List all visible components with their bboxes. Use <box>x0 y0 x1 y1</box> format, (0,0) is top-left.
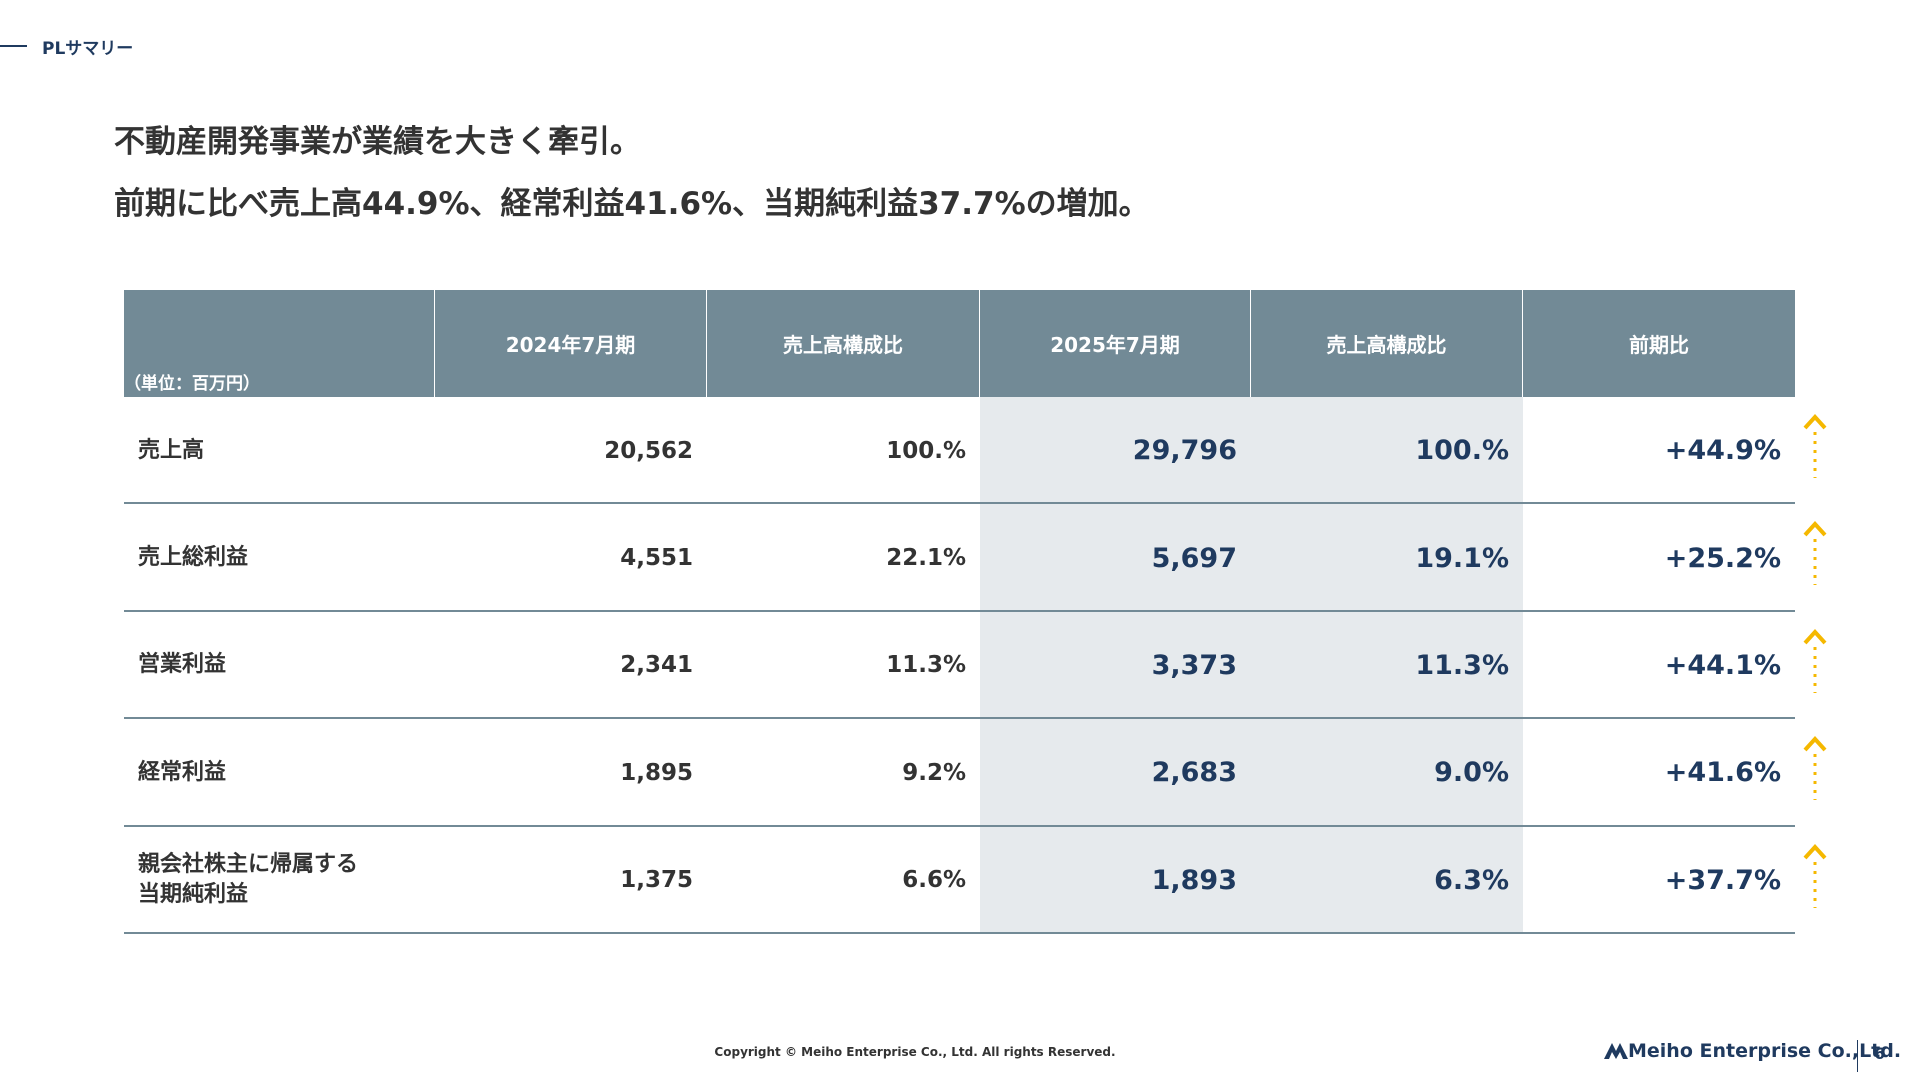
value-cell: 11.3% <box>1415 649 1509 681</box>
up-arrow <box>1803 736 1827 801</box>
company-logo: Meiho Enterprise Co.,Ltd. <box>1604 1040 1901 1062</box>
value-cell: 19.1% <box>1415 542 1509 574</box>
up-arrow <box>1803 628 1827 693</box>
row-label: 売上総利益 <box>138 545 249 571</box>
value-cell: 100.% <box>1415 435 1509 467</box>
row-label: 親会社株主に帰属する 当期純利益 <box>138 852 359 908</box>
unit-label: （単位：百万円） <box>124 373 260 394</box>
value-cell: 2,341 <box>620 652 693 679</box>
page-number: 6 <box>1874 1044 1886 1063</box>
value-cell: 6.3% <box>1434 864 1509 896</box>
value-cell: 4,551 <box>620 545 693 572</box>
change-value: +25.2% <box>1664 542 1781 574</box>
up-arrow <box>1803 521 1827 586</box>
headline: 不動産開発事業が業績を大きく牽引。 <box>114 124 641 160</box>
value-cell: 5,697 <box>1151 542 1237 574</box>
row-rule <box>124 717 1795 720</box>
value-cell: 9.2% <box>902 759 966 786</box>
highlight-column <box>980 397 1523 934</box>
value-cell: 11.3% <box>886 652 966 679</box>
header-cell: 売上高構成比 <box>1251 290 1522 397</box>
footer-divider <box>1857 1040 1858 1072</box>
change-value: +37.7% <box>1664 864 1781 896</box>
value-cell: 9.0% <box>1434 757 1509 789</box>
change-value: +44.1% <box>1664 649 1781 681</box>
copyright: Copyright © Meiho Enterprise Co., Ltd. A… <box>714 1045 1116 1059</box>
value-cell: 2,683 <box>1151 757 1237 789</box>
header-cell: 2024年7月期 <box>435 290 706 397</box>
value-cell: 6.6% <box>902 867 966 894</box>
header-cell: 2025年7月期 <box>980 290 1250 397</box>
headline: 前期に比べ売上高44.9%、経常利益41.6%、当期純利益37.7%の増加。 <box>114 186 1150 222</box>
section-label: PLサマリー <box>42 39 134 59</box>
value-cell: 100.% <box>886 437 966 464</box>
value-cell: 20,562 <box>604 437 693 464</box>
section-rule <box>0 45 27 47</box>
row-label: 売上高 <box>138 437 205 463</box>
row-label: 営業利益 <box>138 652 227 678</box>
row-rule <box>124 824 1795 827</box>
header-cell: 前期比 <box>1523 290 1795 397</box>
change-value: +41.6% <box>1664 757 1781 789</box>
row-label: 経常利益 <box>138 759 227 785</box>
pl-table: （単位：百万円） 2024年7月期 売上高構成比 2025年7月期 売上高構成比 前期比売… <box>124 290 1827 934</box>
row-rule <box>124 609 1795 612</box>
change-value: +44.9% <box>1664 435 1781 467</box>
company-name: Meiho Enterprise Co.,Ltd. <box>1628 1040 1902 1062</box>
value-cell: 3,373 <box>1151 649 1237 681</box>
value-cell: 1,375 <box>620 867 693 894</box>
header-cell <box>124 290 434 397</box>
row-rule <box>124 932 1795 934</box>
up-arrow <box>1803 843 1827 908</box>
value-cell: 29,796 <box>1132 435 1237 467</box>
row-rule <box>124 502 1795 505</box>
value-cell: 22.1% <box>886 545 966 572</box>
header-cell: 売上高構成比 <box>707 290 979 397</box>
value-cell: 1,895 <box>620 759 693 786</box>
logo-mark <box>1604 1043 1628 1059</box>
value-cell: 1,893 <box>1151 864 1237 896</box>
up-arrow <box>1803 414 1827 478</box>
